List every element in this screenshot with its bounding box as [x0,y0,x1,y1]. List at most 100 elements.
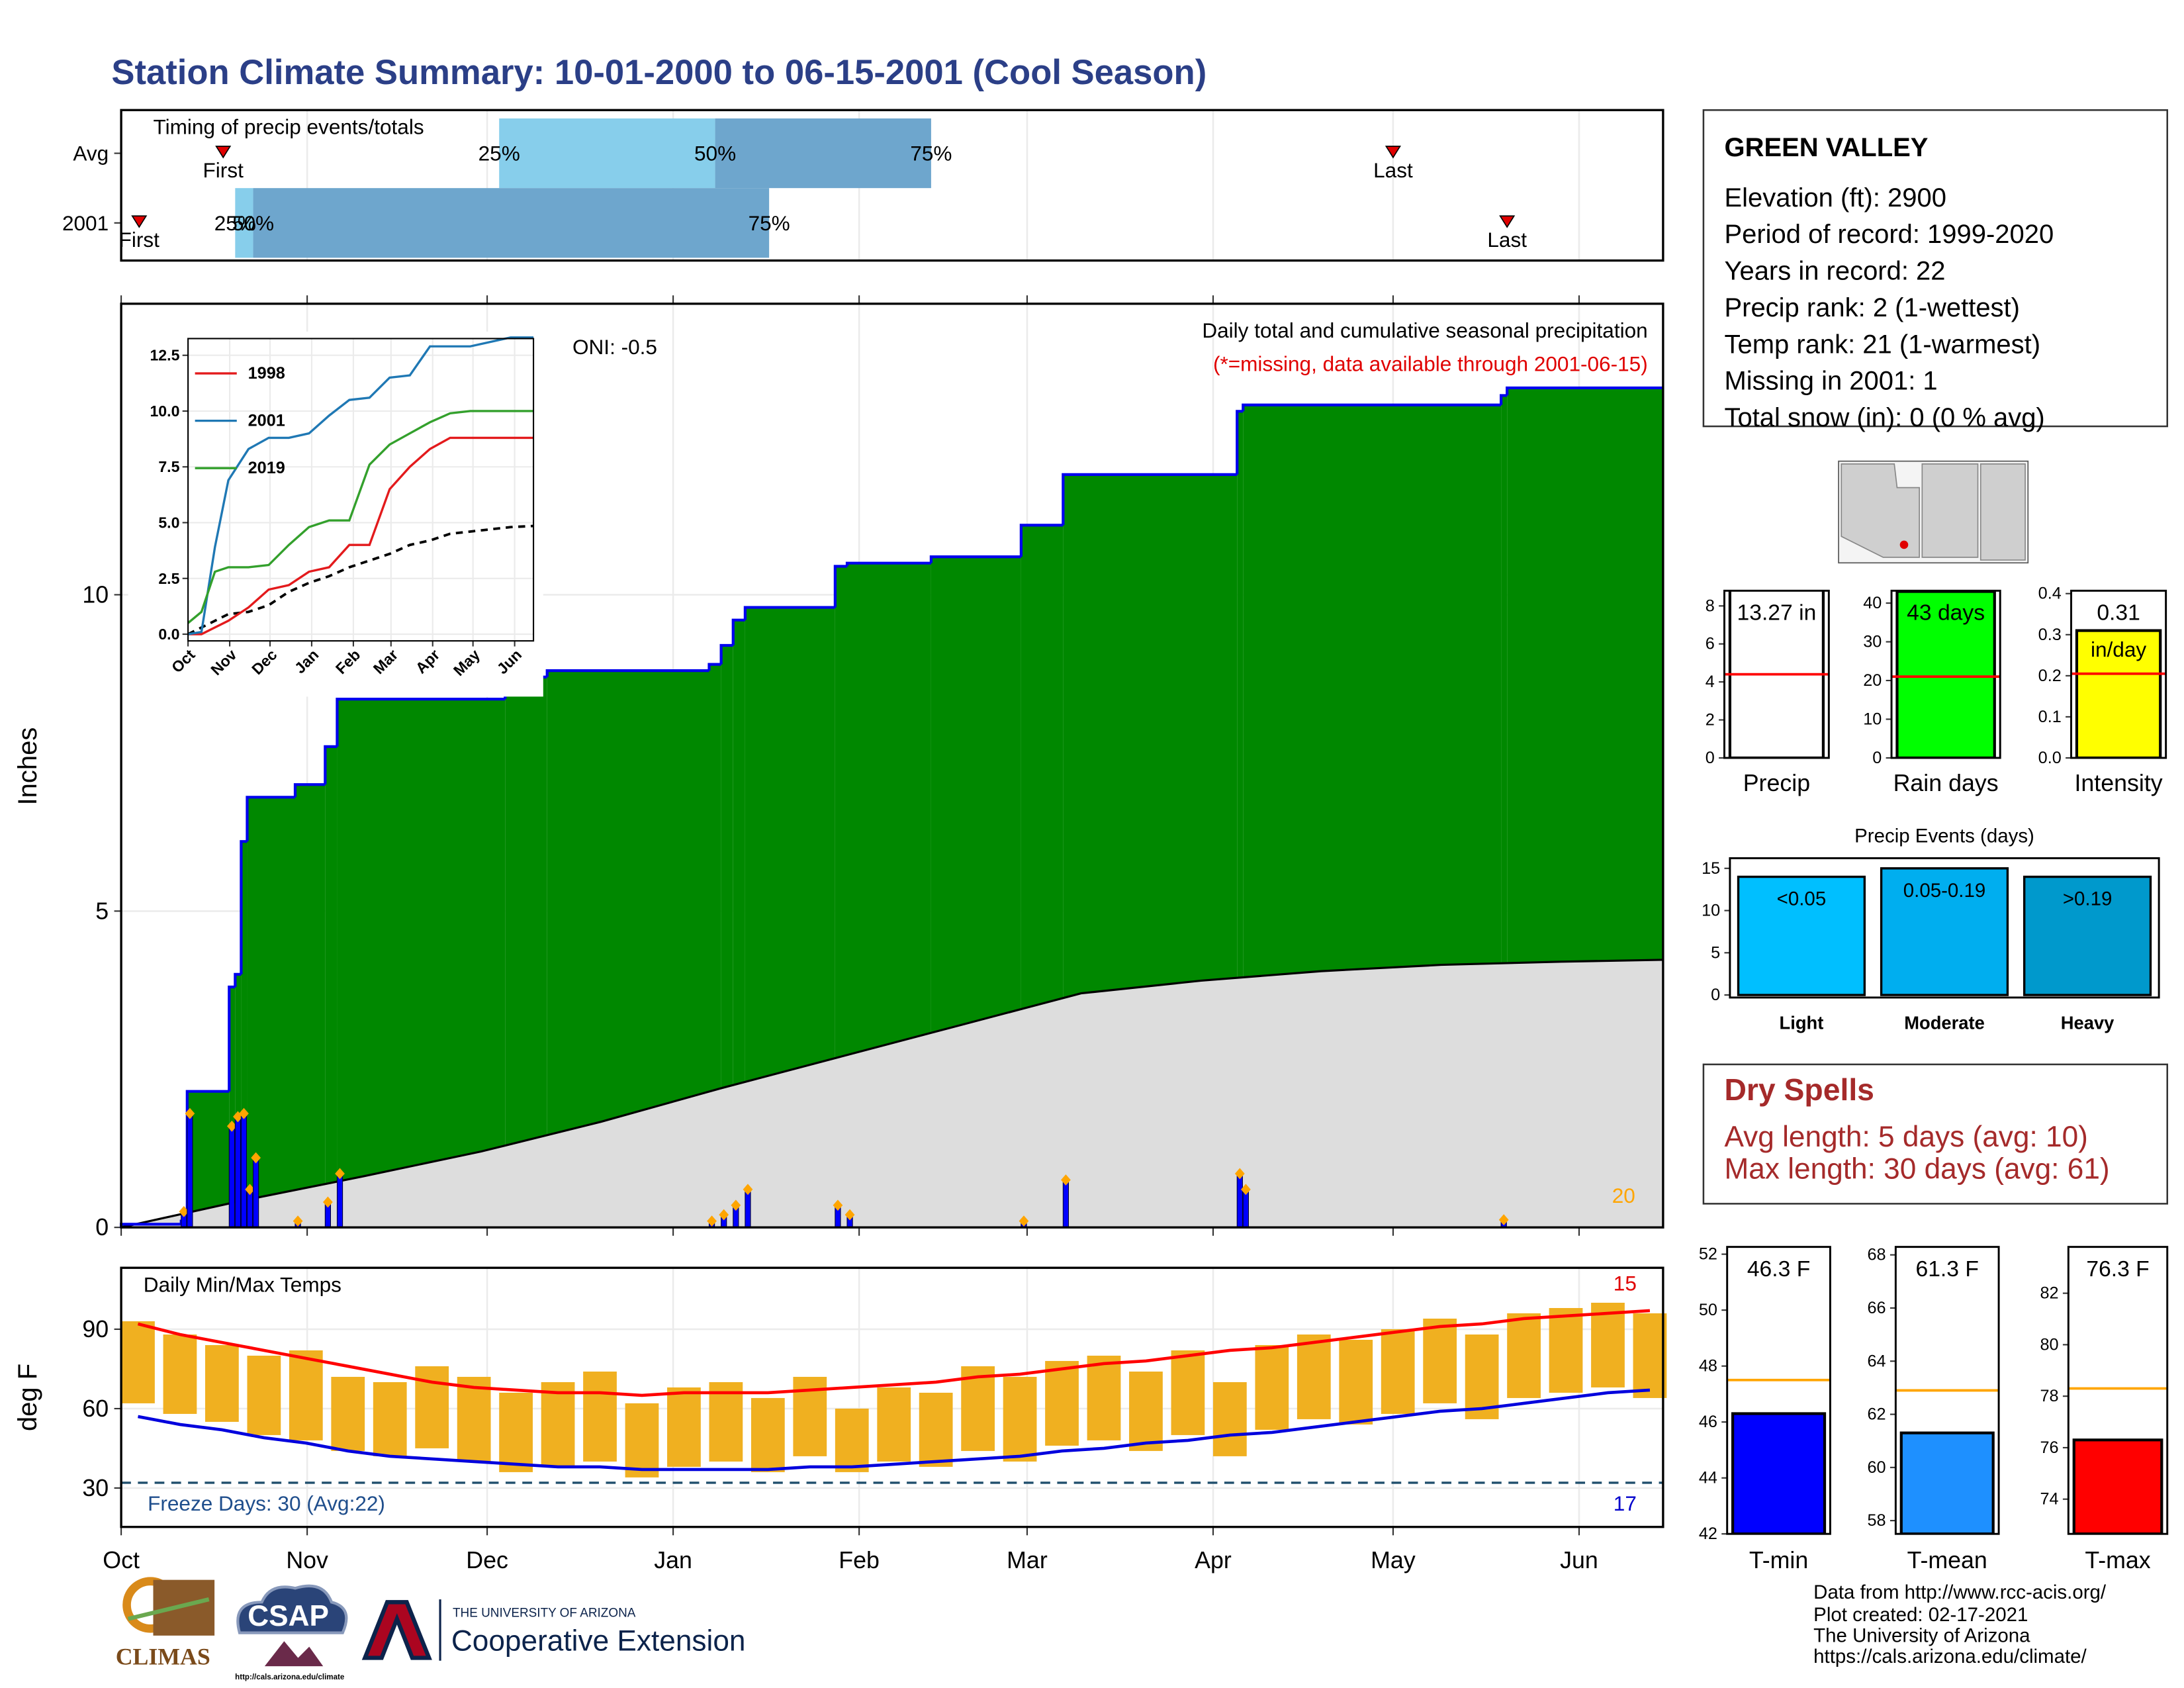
cumulative-edge [707,663,721,671]
panel-label: T-mean [1907,1547,1987,1573]
logo-shape [127,1597,210,1621]
annotation: 20 [1612,1184,1635,1207]
cumulative-edge [743,606,835,620]
footer-line: Plot created: 02-17-2021 [1813,1604,2028,1626]
station-name: GREEN VALLEY [1724,133,1928,162]
y-tick-label: 60 [82,1395,109,1422]
station-line: Precip rank: 2 (1-wettest) [1724,293,2019,322]
temp-range-bar [1633,1313,1667,1398]
event-bar [1880,867,2009,996]
quantile-bar [253,188,770,258]
cumulative-edge [240,840,248,974]
dry-spells-title: Dry Spells [1724,1072,1874,1107]
y-tick-label: 4 [1706,673,1715,691]
locator-map [1838,460,2029,564]
value-label: 61.3 F [1916,1257,1979,1282]
legend-label: 2019 [248,459,285,477]
cumulative-edge [545,669,709,677]
cumulative-step [337,699,506,1228]
temp-range-bar [1045,1360,1079,1446]
panel-label: Precip [1743,770,1810,796]
ua-logo: THE UNIVERSITY OF ARIZONA Cooperative Ex… [361,1599,746,1661]
quantile-bar [235,188,253,258]
cumulative-step [295,784,326,1228]
temp-range-bar [1381,1329,1415,1414]
value-label: 43 days [1907,601,1985,626]
temp-range-bar [1255,1344,1289,1430]
y-tick-label: 0.4 [2038,585,2062,603]
cumulative-edge [246,796,295,842]
cumulative-step [1501,395,1508,1228]
temp-range-bar [1465,1334,1499,1419]
y-tick-label: 46 [1699,1413,1717,1431]
row-label: Avg [73,142,109,165]
event-label: 75% [749,211,790,235]
dry-spells-line: Avg length: 5 days (avg: 10) [1724,1121,2087,1153]
panel-frame [1723,589,1830,759]
cumulative-edge [336,698,506,747]
temp-range-bar [205,1344,239,1422]
temp-range-bar [1339,1339,1373,1425]
legend-label: 2001 [248,412,285,430]
cumulative-step [241,841,248,1228]
temp-range-bar [163,1334,197,1414]
panel-frame [2070,589,2167,759]
cumulative-edge [293,783,326,798]
x-tick-label: May [1371,1547,1416,1573]
station-line: Period of record: 1999-2020 [1724,220,2054,249]
y-tick-label: 30 [82,1475,109,1501]
daily-marker [844,1209,855,1221]
cumulative-step [1237,411,1244,1228]
value-label: 46.3 F [1747,1257,1810,1282]
y-tick-label: 40 [1863,594,1882,612]
daily-bar [253,1157,259,1228]
daily-marker [743,1184,753,1196]
temp-range-bar [289,1350,323,1440]
cumulative-step [733,620,745,1228]
daily-marker [251,1152,261,1164]
temp-range-bar [1171,1350,1205,1435]
y-tick-label: 50 [1699,1301,1717,1319]
cumulative-step [325,746,338,1228]
y-tick-label: 10.0 [150,402,179,420]
value-label: 76.3 F [2086,1257,2149,1282]
y-tick-label: 20 [1863,671,1882,690]
temp-range-bar [835,1408,869,1472]
temp-range-bar [121,1321,155,1403]
temp-range-bar [667,1387,701,1467]
temp-range-bar [583,1371,617,1462]
annotation: 15 [1614,1271,1637,1295]
cumulative-edge [1500,394,1508,405]
daily-marker [245,1184,255,1196]
value-bar [1899,1431,1995,1534]
bin-label: >0.19 [2063,888,2113,910]
logo-text: Cooperative Extension [451,1625,746,1658]
y-tick-label: 90 [82,1316,109,1342]
event-label: 50% [232,211,274,235]
y-axis-label: deg F [13,1364,42,1431]
cumulative-step [721,645,733,1228]
daily-marker [179,1205,189,1217]
temp-range-bar [499,1392,533,1472]
event-bar [2023,875,2152,996]
y-tick-label: 12.5 [150,347,179,364]
y-tick-label: 8 [1706,596,1715,615]
timing-frame [120,109,1664,262]
event-label: 75% [910,142,952,165]
daily-marker [293,1215,303,1227]
normal-area [121,959,1663,1228]
x-tick-label: Light [1780,1012,1824,1033]
event-bar [1737,875,1866,996]
temp-range-bar [1212,1382,1247,1456]
station-line: Total snow (in): 0 (0 % avg) [1724,403,2044,432]
temp-range-bar [1591,1302,1625,1387]
event-label: First [203,158,244,182]
event-marker [131,215,148,228]
y-tick-label: 52 [1699,1245,1717,1264]
x-tick-label: Oct [103,1547,140,1573]
daily-bar [745,1189,751,1228]
y-tick-label: 6 [1706,635,1715,653]
row-label: 2001 [62,211,109,235]
value-bar [2072,1438,2163,1534]
x-tick-label: Apr [1195,1547,1232,1573]
